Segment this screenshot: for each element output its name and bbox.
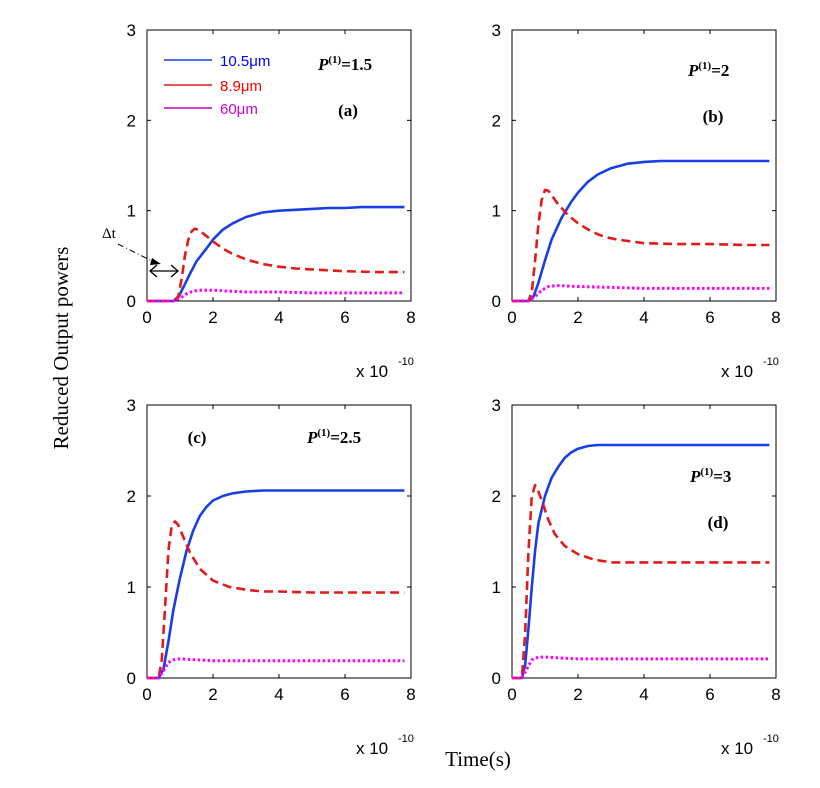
power-annotation: P(1)=2 [687,60,729,80]
x-tick-label: 6 [340,685,349,704]
panel-c: 0 2 4 6 8 0 1 2 3 x 10 -10 (c) P(1)=2.5 [127,396,416,758]
legend-label-60um: 60μm [220,101,258,118]
x-exponent-label: x 10 [356,362,388,381]
power-annotation: P(1)=1.5 [317,54,372,74]
plot-area [511,29,777,302]
panel-d: 0 2 4 6 8 0 1 2 3 x 10 -10 (d) P(1)=3 [492,396,781,758]
series-line-60um [147,288,405,303]
series-line-10.5um [147,205,405,303]
panel-b: 0 2 4 6 8 0 1 2 3 x 10 -10 (b) P(1)=2 [492,21,781,381]
series-line-8.9um [147,520,405,680]
x-tick-label: 4 [639,685,648,704]
y-tick-label: 2 [492,111,501,130]
power-annotation: P(1)=2.5 [306,427,361,447]
y-tick-label: 2 [127,111,136,130]
x-exponent-label: x 10 [721,739,753,758]
x-tick-label: 8 [771,685,780,704]
y-tick-label: 2 [492,487,501,506]
series-line-8.9um [512,483,770,680]
x-tick-label: 6 [705,308,714,327]
y-tick-label: 0 [492,669,501,688]
legend: 10.5μm 8.9μm 60μm [164,53,270,118]
x-tick-label: 6 [705,685,714,704]
x-tick-label: 0 [507,685,516,704]
series-line-8.9um [512,188,770,303]
x-exponent-power: -10 [763,733,779,745]
y-tick-label: 3 [492,396,501,415]
delta-t-pointer-head [150,258,161,265]
x-tick-label: 0 [507,308,516,327]
x-tick-label: 2 [208,308,217,327]
series-line-10.5um [512,443,770,680]
panel-label: (d) [708,513,729,532]
panels: 0 2 4 6 8 0 1 2 3 x 10 -10 (a) P(1)=1.5 0 2 4 6 8 0 1 2 3 x 10… [127,21,781,758]
x-exponent-power: -10 [398,733,414,745]
y-tick-label: 1 [127,202,136,221]
x-tick-label: 8 [406,685,415,704]
delta-t-arrow-right [170,264,179,278]
y-tick-label: 3 [127,21,136,40]
x-tick-label: 8 [771,308,780,327]
y-tick-label: 3 [127,396,136,415]
y-tick-label: 2 [127,487,136,506]
x-tick-label: 6 [340,308,349,327]
delta-t-annotation: Δt [102,226,179,278]
legend-label-10.5um: 10.5μm [220,53,270,70]
x-exponent-power: -10 [763,356,779,368]
y-tick-label: 0 [492,292,501,311]
panel-label: (a) [338,101,358,120]
panel-a: 0 2 4 6 8 0 1 2 3 x 10 -10 (a) P(1)=1.5 [127,21,416,381]
x-tick-label: 2 [573,308,582,327]
plot-area [146,404,412,679]
x-exponent-label: x 10 [721,362,753,381]
y-tick-label: 0 [127,669,136,688]
y-tick-label: 0 [127,292,136,311]
x-tick-label: 2 [208,685,217,704]
y-tick-label: 1 [492,578,501,597]
delta-t-label: Δt [102,226,117,242]
power-annotation: P(1)=3 [689,466,731,486]
plot-area [146,29,412,302]
x-exponent-power: -10 [398,356,414,368]
x-tick-label: 0 [142,308,151,327]
y-axis-title: Reduced Output powers [49,247,73,450]
x-tick-label: 4 [274,308,283,327]
x-tick-label: 4 [639,308,648,327]
series-line-10.5um [512,159,770,303]
x-tick-label: 8 [406,308,415,327]
panel-label: (c) [188,428,207,447]
x-tick-label: 4 [274,685,283,704]
x-tick-label: 2 [573,685,582,704]
x-axis-title: Time(s) [445,747,511,771]
y-tick-label: 1 [492,202,501,221]
panel-label: (b) [703,107,724,126]
series-line-60um [512,655,770,680]
plot-area [511,404,777,679]
legend-label-8.9um: 8.9μm [220,78,262,95]
series-line-60um [147,657,405,680]
x-tick-label: 0 [142,685,151,704]
series-line-8.9um [147,227,405,303]
y-tick-label: 1 [127,578,136,597]
series-line-60um [512,284,770,303]
y-tick-label: 3 [492,21,501,40]
series-line-10.5um [147,489,405,680]
delta-t-arrow-left [149,264,158,278]
x-exponent-label: x 10 [356,739,388,758]
